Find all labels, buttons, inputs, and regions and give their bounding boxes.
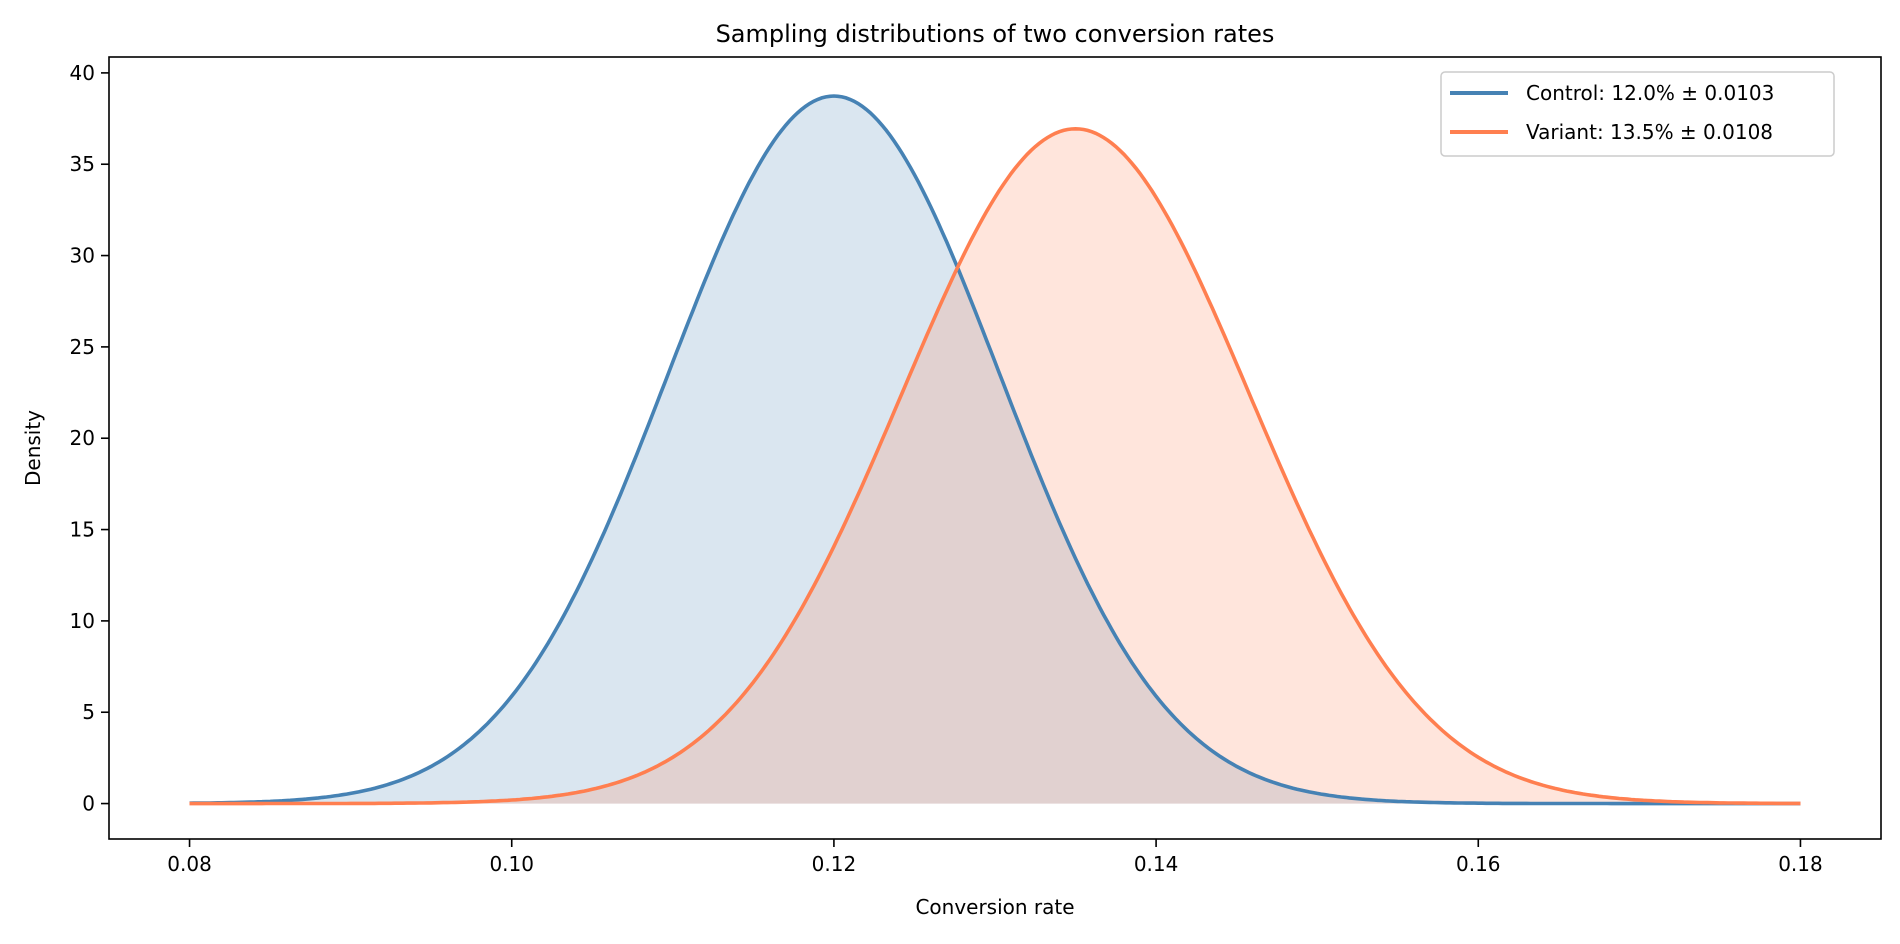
y-tick-label: 30 — [70, 244, 95, 268]
x-tick-label: 0.10 — [489, 852, 534, 876]
y-tick-label: 40 — [70, 61, 95, 85]
series-fill-1 — [189, 128, 1801, 804]
y-tick-label: 5 — [82, 700, 95, 724]
x-axis: 0.08 0.10 0.12 0.14 0.16 0.18 — [167, 839, 1823, 876]
y-tick-label: 0 — [82, 792, 95, 816]
x-tick-label: 0.08 — [167, 852, 212, 876]
x-tick-label: 0.14 — [1134, 852, 1179, 876]
plot-frame — [108, 56, 1882, 840]
series-fills — [189, 96, 1801, 804]
chart-title: Sampling distributions of two conversion… — [716, 20, 1275, 48]
x-tick-label: 0.16 — [1456, 852, 1501, 876]
legend-label-variant: Variant: 13.5% ± 0.0108 — [1526, 120, 1773, 144]
series-line-0 — [189, 94, 1801, 806]
series-line-1 — [189, 126, 1801, 806]
y-axis-label: Density — [21, 410, 45, 486]
y-tick-label: 10 — [70, 609, 95, 633]
series-fill-0 — [189, 96, 1801, 804]
y-axis: 0 5 10 15 20 25 30 35 40 — [70, 61, 109, 816]
x-axis-label: Conversion rate — [915, 895, 1074, 919]
legend-frame — [1440, 71, 1835, 157]
series-lines — [189, 94, 1801, 806]
y-tick-label: 35 — [70, 152, 95, 176]
legend: Control: 12.0% ± 0.0103 Variant: 13.5% ±… — [1440, 71, 1835, 157]
y-tick-label: 15 — [70, 518, 95, 542]
x-tick-label: 0.12 — [812, 852, 857, 876]
y-tick-label: 20 — [70, 426, 95, 450]
x-tick-label: 0.18 — [1778, 852, 1823, 876]
legend-label-control: Control: 12.0% ± 0.0103 — [1526, 81, 1774, 105]
y-tick-label: 25 — [70, 335, 95, 359]
